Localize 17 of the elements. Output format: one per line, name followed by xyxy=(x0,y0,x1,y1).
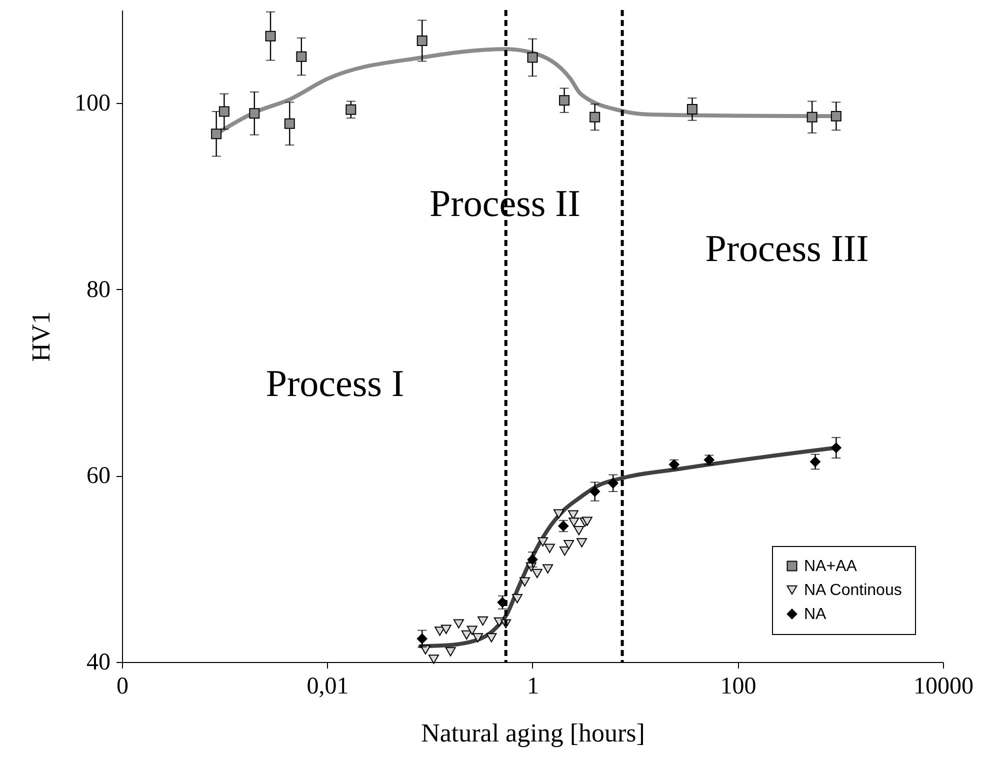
legend-label: NA+AA xyxy=(804,558,858,575)
y-tick-label: 60 xyxy=(86,463,110,490)
x-tick-label: 0 xyxy=(116,674,128,700)
y-tick-label: 40 xyxy=(86,650,110,676)
x-tick-label: 10000 xyxy=(914,674,974,700)
x-tick-label: 100 xyxy=(720,674,756,700)
annotation: Process II xyxy=(430,183,580,225)
legend-label: NA xyxy=(804,606,827,623)
y-axis-title: HV1 xyxy=(26,311,56,362)
x-axis-title: Natural aging [hours] xyxy=(421,718,645,748)
annotation: Process I xyxy=(266,363,404,405)
y-tick-label: 80 xyxy=(86,276,110,303)
x-tick-label: 1 xyxy=(527,674,539,700)
x-tick-label: 0,01 xyxy=(306,674,349,700)
annotation: Process III xyxy=(705,228,869,270)
y-tick-label: 100 xyxy=(74,90,110,117)
legend-label: NA Continous xyxy=(804,582,902,599)
